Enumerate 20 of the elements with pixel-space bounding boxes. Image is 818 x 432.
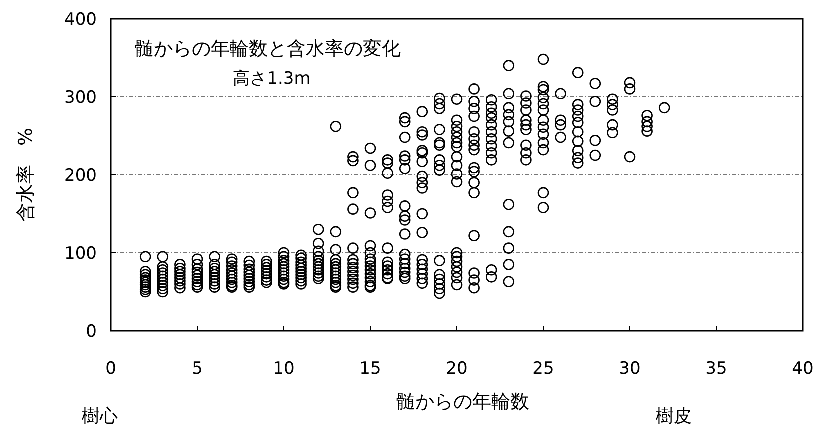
x-tick-label: 30 [619, 359, 641, 379]
text: 高さ1.3m [233, 69, 311, 89]
x-tick-label: 35 [706, 359, 728, 379]
text: 樹心 [82, 406, 118, 427]
y-tick-label: 200 [64, 166, 97, 186]
x-tick-label: 15 [360, 359, 382, 379]
x-tick-label: 5 [192, 359, 203, 379]
text: 樹皮 [656, 406, 692, 427]
x-tick-label: 20 [446, 359, 468, 379]
x-tick-label: 0 [106, 359, 116, 379]
y-tick-label: 0 [86, 322, 97, 342]
y-tick-label: 300 [64, 88, 97, 108]
x-tick-label: 10 [273, 359, 295, 379]
x-tick-label: 40 [792, 359, 814, 379]
x-axis-title: 髄からの年輪数 [396, 391, 530, 413]
y-tick-label: 100 [64, 244, 97, 264]
y-tick-label: 400 [64, 10, 97, 30]
x-tick-label: 25 [532, 359, 554, 379]
text: 髄からの年輪数と含水率の変化 [135, 38, 401, 60]
y-axis-title: 含水率 % [15, 128, 37, 222]
